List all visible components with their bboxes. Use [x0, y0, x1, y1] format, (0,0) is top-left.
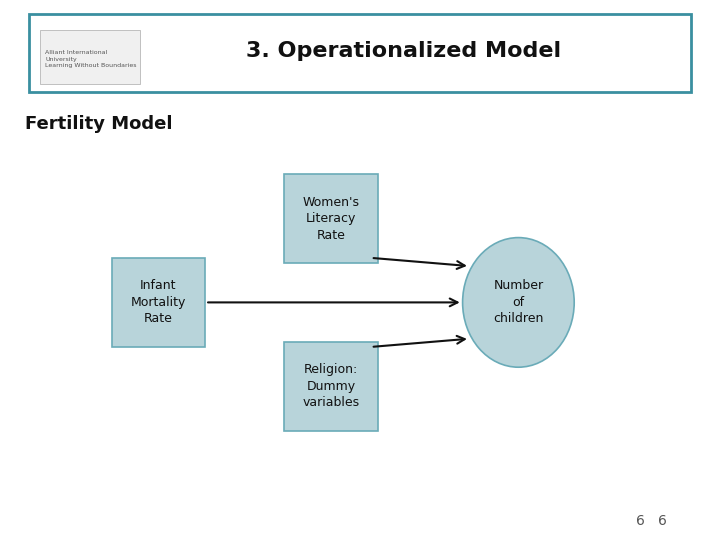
FancyBboxPatch shape: [29, 14, 691, 92]
FancyBboxPatch shape: [40, 30, 140, 84]
Text: 3. Operationalized Model: 3. Operationalized Model: [246, 41, 561, 62]
FancyBboxPatch shape: [284, 342, 378, 431]
Text: Religion:
Dummy
variables: Religion: Dummy variables: [302, 363, 360, 409]
Text: Alliant International
University
Learning Without Boundaries: Alliant International University Learnin…: [45, 50, 137, 69]
Ellipse shape: [462, 238, 575, 367]
Text: Fertility Model: Fertility Model: [25, 115, 173, 133]
Text: Number
of
children: Number of children: [493, 279, 544, 326]
FancyBboxPatch shape: [112, 258, 205, 347]
Text: Infant
Mortality
Rate: Infant Mortality Rate: [131, 279, 186, 326]
FancyBboxPatch shape: [284, 174, 378, 263]
Text: 6   6: 6 6: [636, 514, 667, 528]
Text: Women's
Literacy
Rate: Women's Literacy Rate: [302, 195, 360, 242]
